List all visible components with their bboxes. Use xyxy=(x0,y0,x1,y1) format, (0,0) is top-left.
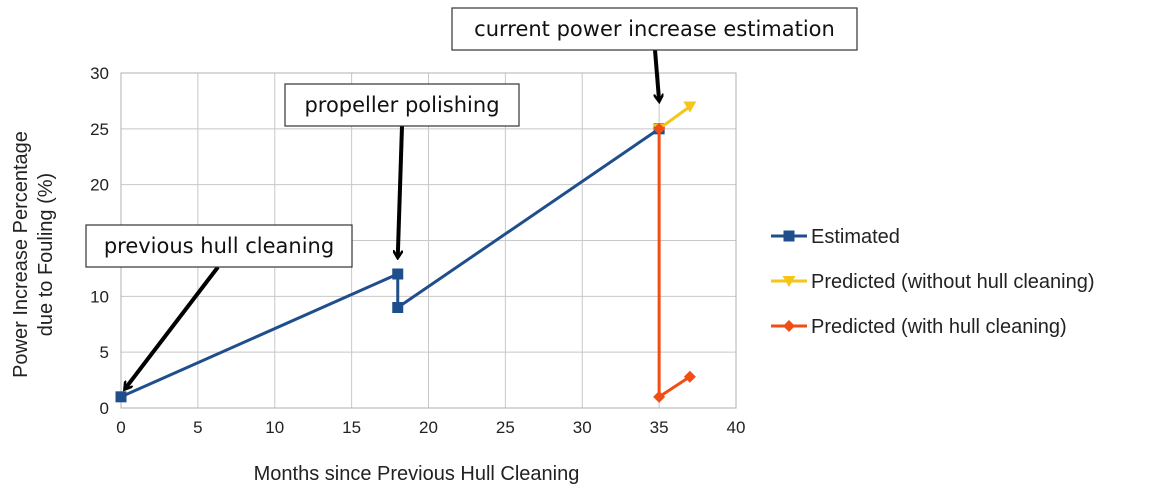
legend: Estimated Predicted (without hull cleanin… xyxy=(771,226,1095,338)
y-tick-label: 20 xyxy=(90,176,109,195)
x-tick-label: 5 xyxy=(193,418,202,437)
annotation-callout: propeller polishing xyxy=(284,83,520,257)
legend-swatch-marker xyxy=(782,276,796,287)
y-axis-title-line: Power Increase Percentage xyxy=(10,131,32,378)
x-tick-label: 40 xyxy=(727,418,746,437)
y-tick-label: 30 xyxy=(90,64,109,83)
annotation-box xyxy=(451,7,858,51)
tick-labels: 0510152025303540051015202530 xyxy=(90,64,745,437)
series-line xyxy=(657,128,691,399)
data-point xyxy=(653,390,666,403)
y-tick-label: 5 xyxy=(100,343,109,362)
annotation-text: current power increase estimation xyxy=(474,17,835,41)
annotation-callout: previous hull cleaning xyxy=(85,224,353,389)
annotation-text: previous hull cleaning xyxy=(104,234,334,258)
y-tick-label: 0 xyxy=(100,399,109,418)
annotation-text: propeller polishing xyxy=(304,93,499,117)
data-point xyxy=(392,302,404,313)
legend-label: Predicted (with hull cleaning) xyxy=(811,316,1067,338)
legend-item: Predicted (with hull cleaning) xyxy=(771,316,1067,338)
annotation-arrow xyxy=(653,49,659,101)
annotation-arrow xyxy=(125,265,220,389)
x-tick-label: 15 xyxy=(342,418,361,437)
x-tick-label: 30 xyxy=(573,418,592,437)
data-point xyxy=(683,370,696,383)
legend-swatch-marker xyxy=(783,320,795,332)
x-tick-label: 20 xyxy=(419,418,438,437)
x-axis-title: Months since Previous Hull Cleaning xyxy=(254,463,580,485)
y-axis-title-line: due to Fouling (%) xyxy=(35,173,57,336)
legend-label: Estimated xyxy=(811,226,900,248)
data-point xyxy=(115,391,127,403)
x-tick-label: 25 xyxy=(496,418,515,437)
series xyxy=(115,101,697,403)
x-tick-label: 0 xyxy=(116,418,125,437)
legend-item: Predicted (without hull cleaning) xyxy=(771,271,1095,293)
series-line xyxy=(120,127,660,399)
series-2 xyxy=(653,122,696,403)
data-point xyxy=(392,268,404,280)
annotation-arrow xyxy=(398,125,404,257)
y-tick-label: 25 xyxy=(90,120,109,139)
annotation-callout: current power increase estimation xyxy=(451,7,858,101)
annotation-box xyxy=(85,224,353,268)
y-axis-title: Power Increase Percentage due to Fouling … xyxy=(10,131,57,378)
legend-item: Estimated xyxy=(771,226,900,248)
annotations: previous hull cleaning propeller polishin… xyxy=(85,7,858,389)
data-point xyxy=(683,101,697,113)
y-tick-label: 10 xyxy=(90,287,109,306)
data-point xyxy=(653,122,666,135)
x-tick-label: 10 xyxy=(265,418,284,437)
annotation-box xyxy=(284,83,520,127)
legend-swatch-marker xyxy=(783,230,795,242)
legend-label: Predicted (without hull cleaning) xyxy=(811,271,1095,293)
x-tick-label: 35 xyxy=(650,418,669,437)
